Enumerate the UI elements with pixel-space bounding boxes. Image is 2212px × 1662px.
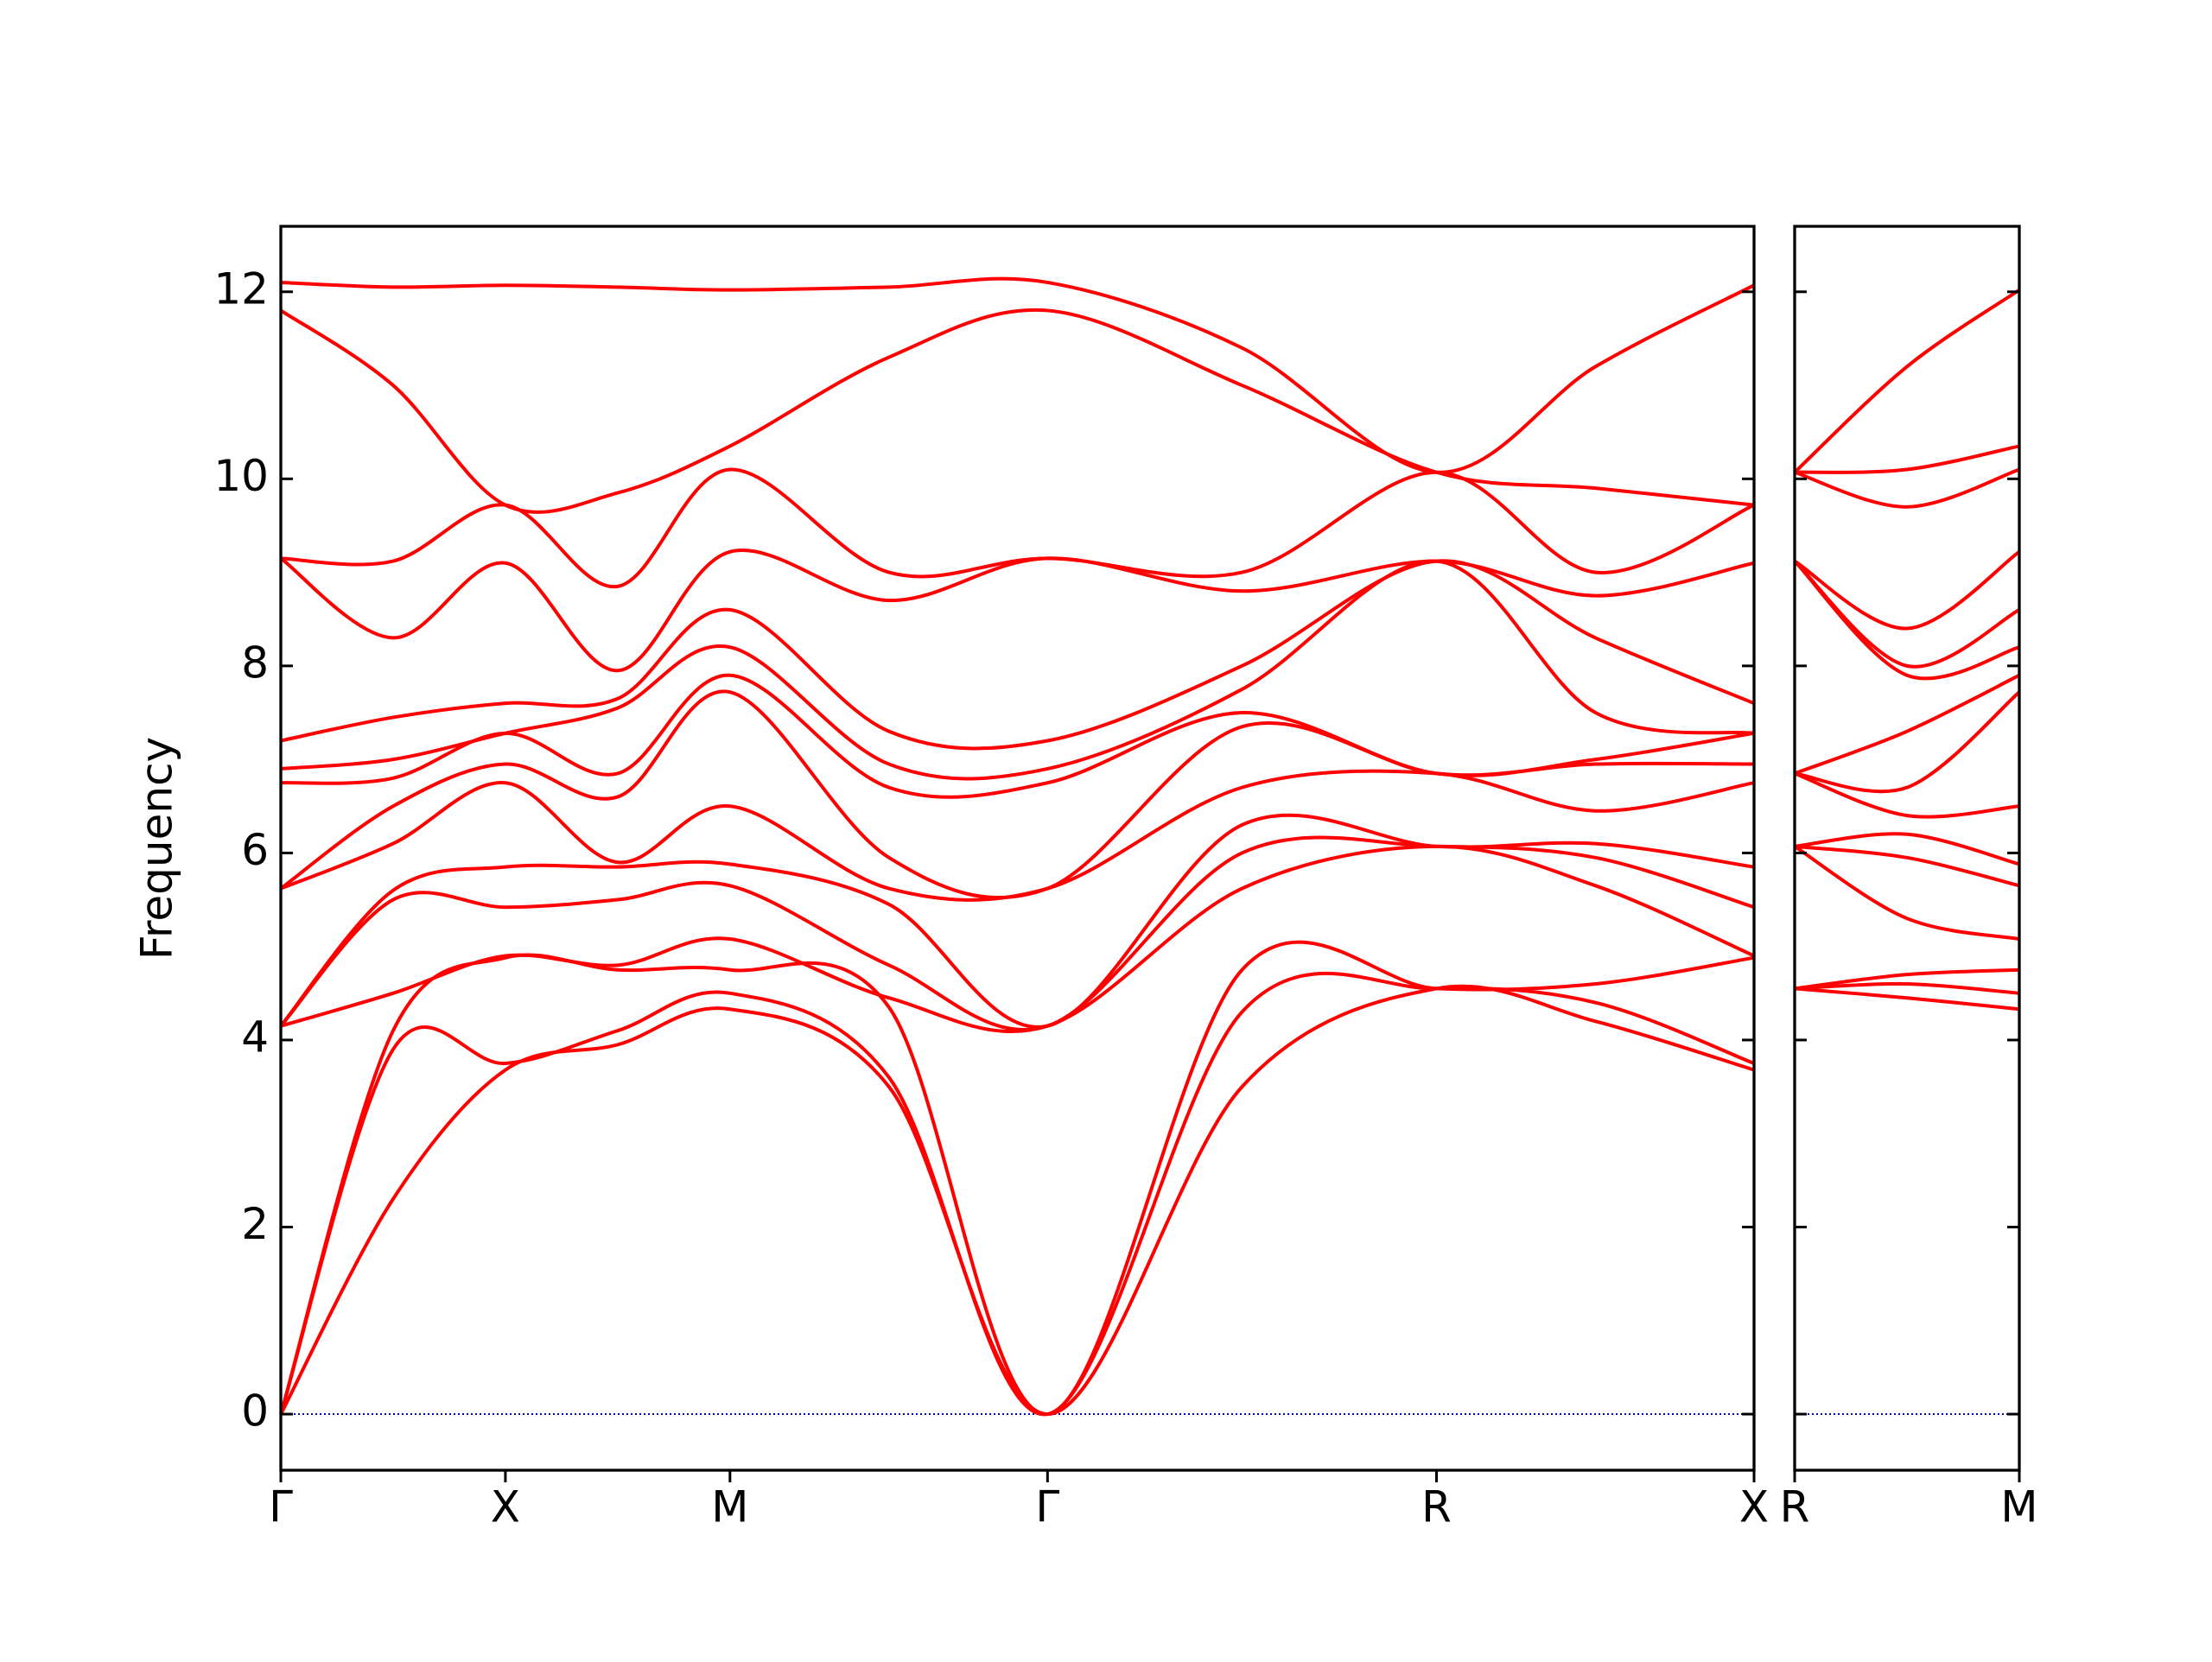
band-line xyxy=(279,984,1755,1417)
y-tick-label: 6 xyxy=(241,825,269,875)
band-line xyxy=(1793,288,2021,474)
band-line xyxy=(1794,467,2020,509)
x-tick-label: X xyxy=(1739,1482,1769,1532)
y-tick-label: 8 xyxy=(241,638,269,688)
band-line xyxy=(1793,560,2020,669)
band-line xyxy=(1794,444,2020,474)
band-line xyxy=(1793,845,2020,941)
x-tick-label: M xyxy=(2000,1482,2037,1532)
band-line xyxy=(279,549,1755,673)
band-line xyxy=(280,844,1755,1034)
band-line xyxy=(280,467,1755,588)
y-tick-label: 0 xyxy=(241,1386,269,1437)
band-line xyxy=(280,559,1755,781)
x-tick-label: Γ xyxy=(1035,1482,1059,1532)
band-line xyxy=(1794,673,2020,776)
band-line xyxy=(280,673,1755,799)
band-line xyxy=(279,940,1755,1417)
band-line xyxy=(1794,967,2020,991)
band-line xyxy=(280,769,1755,902)
band-line xyxy=(279,813,1755,1029)
x-tick-label: Γ xyxy=(269,1482,293,1532)
band-line xyxy=(279,308,1755,514)
band-line xyxy=(1794,844,2020,888)
x-tick-label: R xyxy=(1780,1482,1810,1532)
band-line xyxy=(1794,771,2020,819)
y-tick-label: 4 xyxy=(241,1012,269,1062)
band-line xyxy=(1794,986,2020,1012)
x-tick-label: R xyxy=(1421,1482,1452,1532)
y-axis-label: Frequency xyxy=(132,737,182,960)
band-line xyxy=(1794,981,2020,995)
band-line xyxy=(1794,690,2021,794)
band-line xyxy=(280,276,1755,474)
plot-frame xyxy=(279,225,1756,1472)
y-tick-label: 12 xyxy=(213,263,269,314)
band-line xyxy=(1794,832,2020,866)
band-line xyxy=(280,559,1755,751)
y-tick-label: 2 xyxy=(241,1199,269,1249)
band-line xyxy=(1793,550,2021,631)
plot-frame xyxy=(1793,225,2021,1472)
x-tick-label: X xyxy=(491,1482,520,1532)
x-tick-label: M xyxy=(711,1482,748,1532)
band-line xyxy=(279,971,1755,1417)
y-tick-label: 10 xyxy=(213,451,269,501)
